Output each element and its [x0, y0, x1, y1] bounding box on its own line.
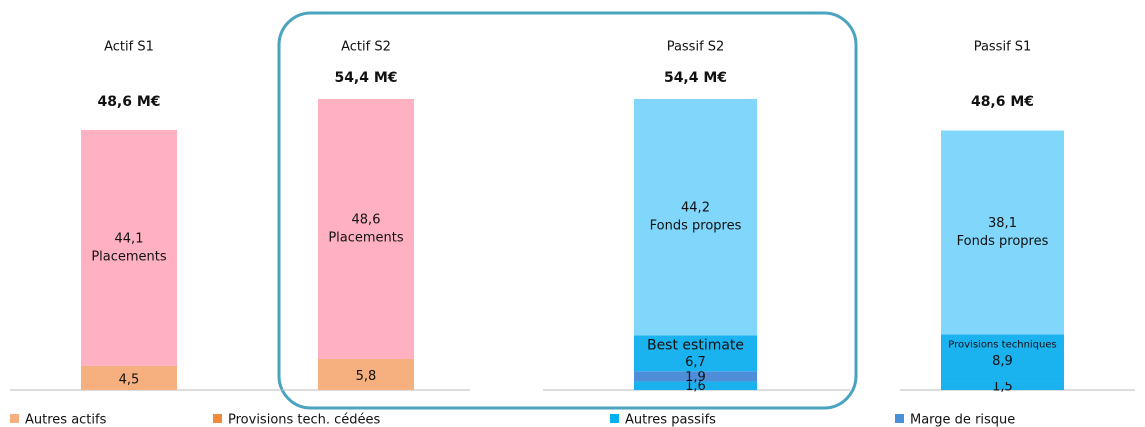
bar-segment	[941, 130, 1064, 335]
legend-label: Autres actifs	[25, 413, 107, 427]
highlight-frame	[277, 11, 858, 410]
bar-segment	[941, 381, 1064, 390]
bar-total: 54,4 M€	[334, 70, 397, 86]
segment-name-label: Fonds propres	[650, 219, 742, 234]
segment-name-label: Best estimate	[647, 337, 744, 353]
segment-value-label: 4,5	[119, 372, 140, 387]
segment-name-label: Placements	[91, 249, 167, 264]
segment-value-label: 48,6	[352, 212, 381, 227]
segment-value-label: 8,9	[992, 354, 1013, 369]
legend-swatch	[895, 414, 904, 423]
bar-title: Passif S2	[667, 40, 725, 55]
segment-value-label: 44,2	[681, 201, 710, 216]
segment-name-label: Placements	[328, 230, 404, 245]
segment-value-label: 38,1	[988, 216, 1017, 231]
bar-title: Passif S1	[974, 40, 1032, 55]
bar-segment	[81, 365, 177, 390]
bar-segment	[634, 371, 757, 382]
legend-swatch	[10, 414, 19, 423]
bar-segment	[634, 98, 757, 336]
segment-value-label: 5,8	[356, 369, 377, 384]
segment-value-label: 44,1	[115, 231, 144, 246]
segment-value-label: 6,7	[685, 355, 706, 370]
legend-label: Marge de risque	[910, 413, 1015, 427]
segment-value-label: 1,6	[685, 379, 706, 394]
bar-segment	[318, 358, 414, 390]
legend-swatch	[610, 414, 619, 423]
bar-total: 48,6 M€	[971, 94, 1034, 110]
segment-value-label: 1,5	[992, 379, 1013, 394]
bar-segment	[634, 381, 757, 390]
segment-value-label: 1,9	[685, 370, 706, 385]
bar-segment	[941, 334, 1064, 382]
bar-title: Actif S2	[341, 40, 391, 55]
bar-total: 48,6 M€	[97, 94, 160, 110]
bar-segment	[634, 335, 757, 372]
bar-segment	[318, 98, 414, 359]
legend-swatch	[213, 414, 222, 423]
segment-name-label: Provisions techniques	[948, 339, 1056, 350]
bar-segment	[81, 129, 177, 366]
bar-total: 54,4 M€	[664, 70, 727, 86]
legend-label: Autres passifs	[625, 413, 716, 427]
segment-name-label: Fonds propres	[957, 234, 1049, 249]
bar-title: Actif S1	[104, 40, 154, 55]
legend-label: Provisions tech. cédées	[228, 413, 381, 427]
